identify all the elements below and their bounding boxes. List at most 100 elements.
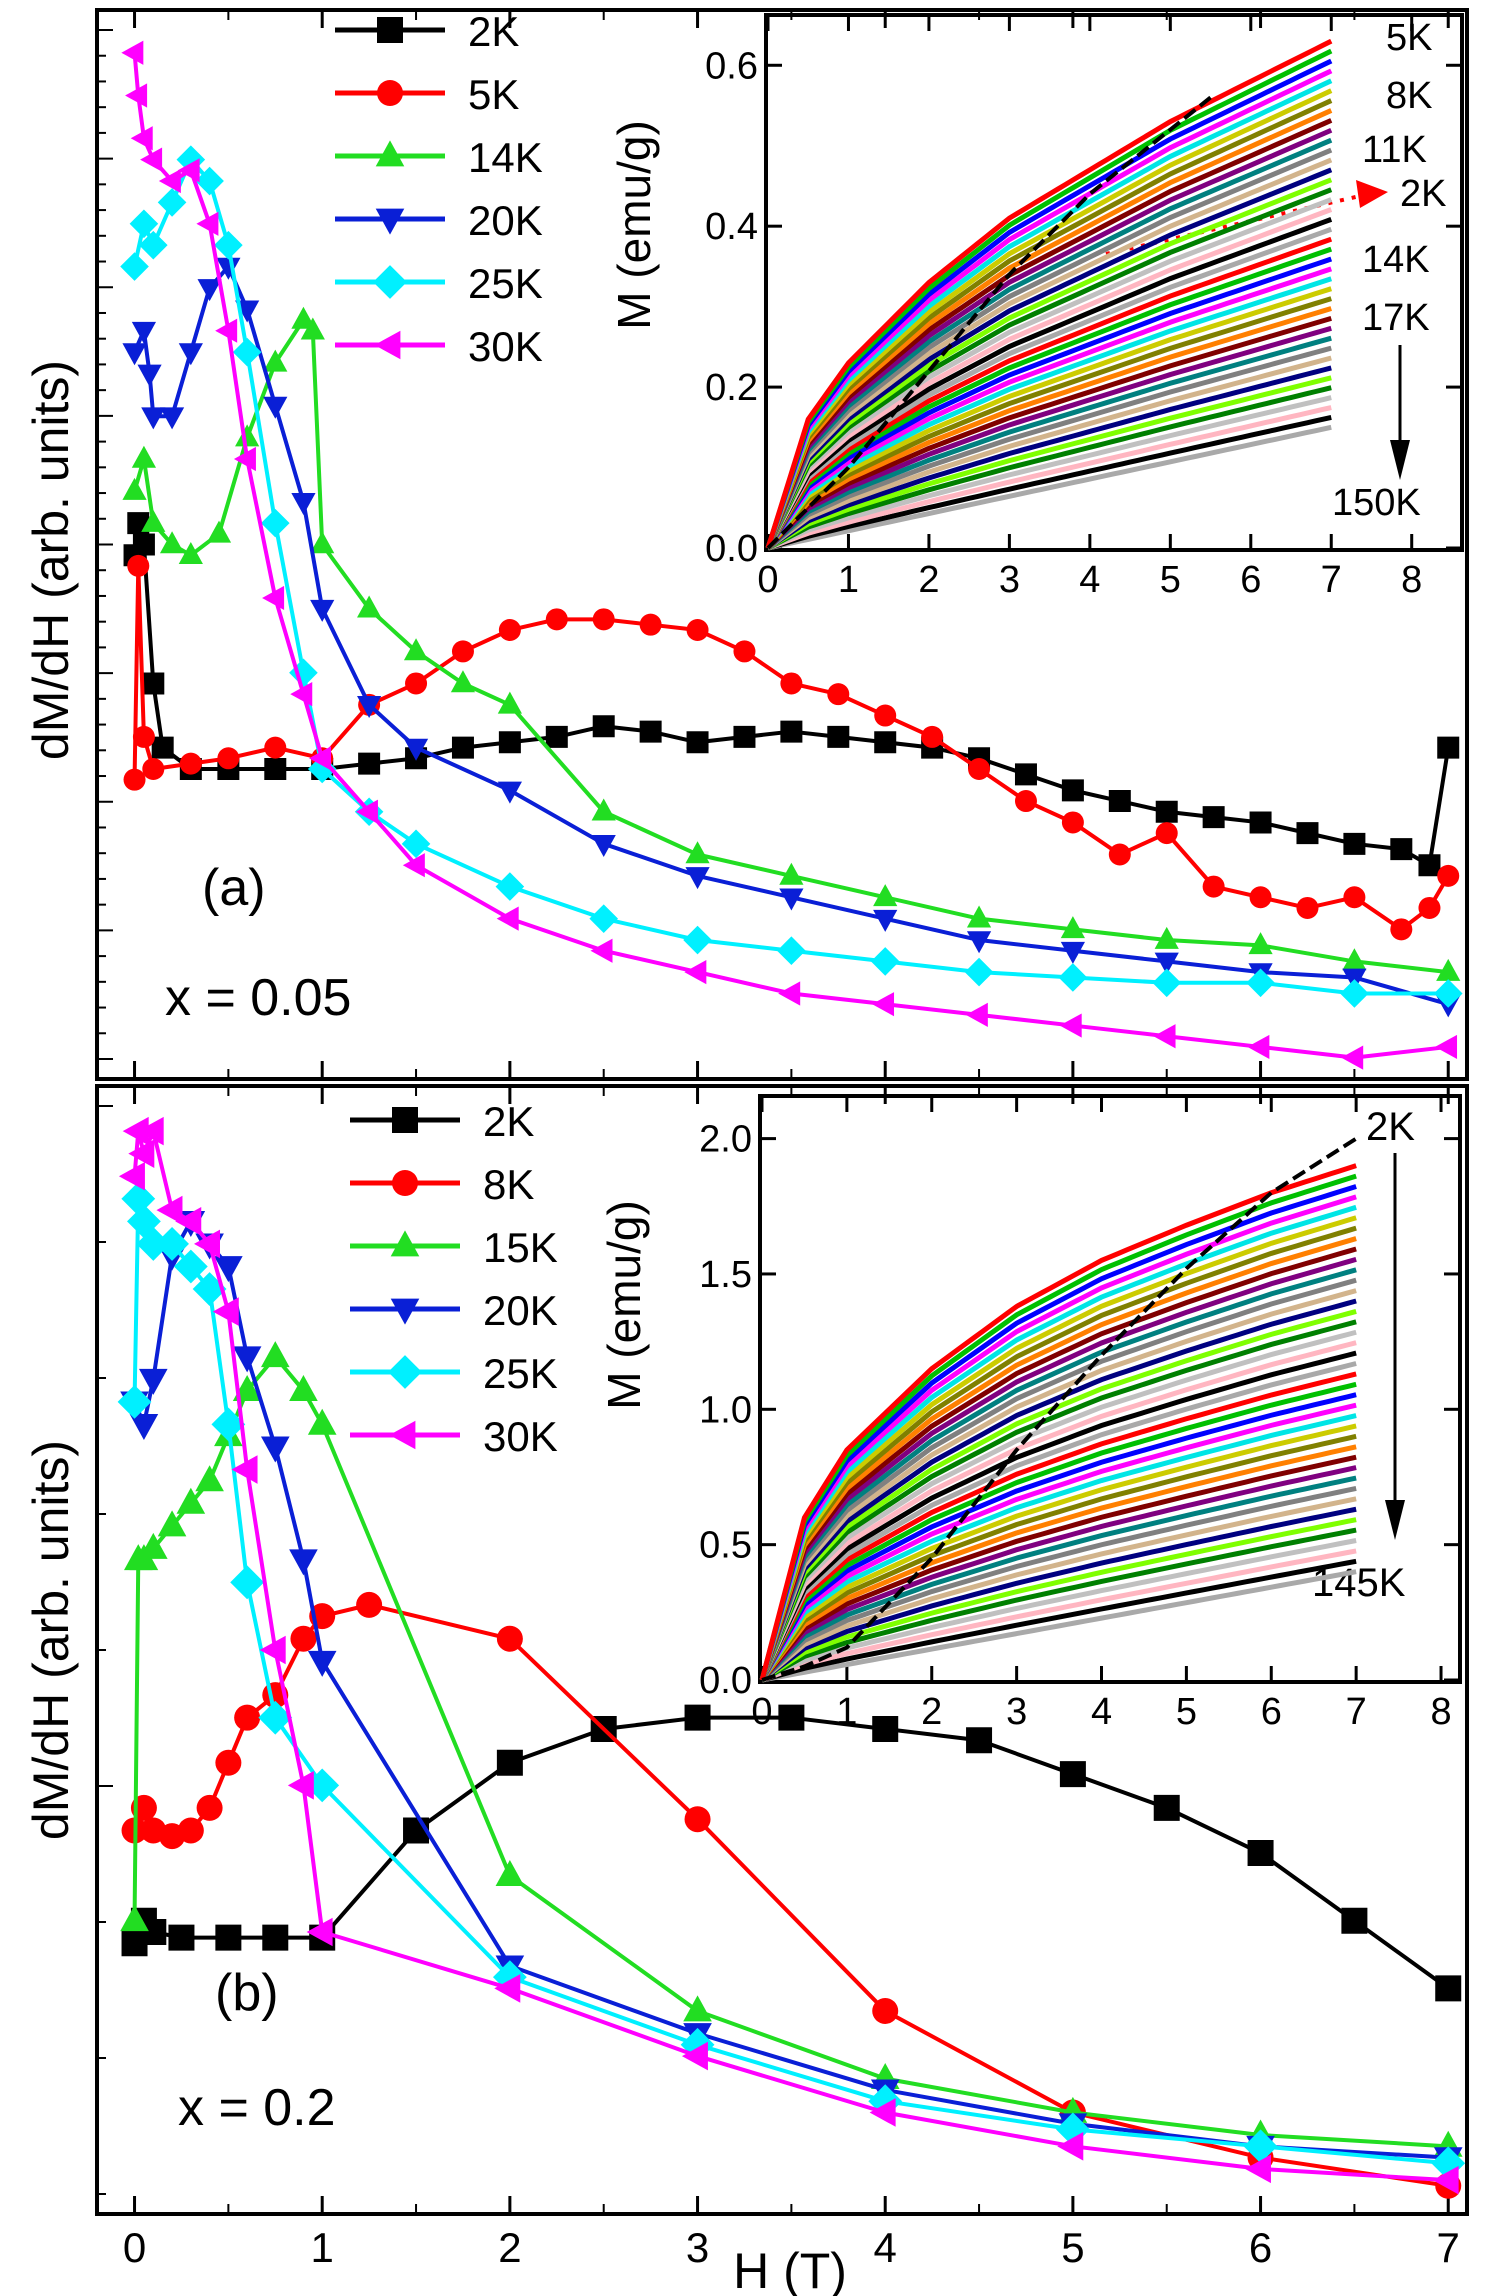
data-point [686,619,709,642]
legend-b-8k: 8K [350,1161,534,1208]
data-point [168,1924,195,1951]
legend-marker [388,1355,422,1389]
data-point [591,798,616,821]
legend-marker [374,330,401,360]
inset-curve [759,1361,1357,1682]
inset-curve [765,217,1333,550]
legend-b-15k: 15K [350,1224,558,1271]
data-point [118,1161,145,1191]
inset-x-tick-label: 7 [1321,559,1342,601]
data-point [142,757,165,780]
data-point [117,1384,152,1419]
legend-marker [390,1298,420,1325]
data-point [1437,864,1460,887]
x-tick-label: 7 [1437,2224,1460,2271]
panel-a-axes [97,10,1450,1079]
inset-curve [766,355,1332,550]
data-point [684,1704,711,1731]
data-point [1152,968,1182,998]
inset-curve-2k [761,1136,1358,1682]
legend-marker [392,1170,418,1196]
data-point [260,1436,290,1463]
data-point [873,909,898,932]
inset-curve [765,108,1333,549]
data-point [1153,1794,1180,1821]
data-point [1155,800,1178,823]
data-point [355,799,378,824]
x-tick-label: 6 [1249,2224,1272,2271]
data-point [683,1995,712,2022]
data-point [1014,763,1037,786]
data-point [498,731,521,754]
legend-a-20k: 20K [335,197,543,244]
inset-curve [765,147,1333,549]
data-point [151,736,174,759]
data-point [289,1549,318,1576]
data-point [1342,948,1367,971]
inset-y-tick-label: 0.4 [705,206,758,248]
data-point [872,1715,899,1742]
data-point [192,1272,227,1306]
inset-curve [759,1433,1357,1682]
series-a-20K [122,257,1461,1018]
inset-curve [766,296,1332,550]
data-point [264,736,287,759]
data-point [496,906,519,931]
data-point [1390,838,1413,861]
inset-curve [759,1256,1357,1681]
data-point [121,1181,156,1216]
inset-curve [765,276,1333,550]
data-point [966,905,992,928]
data-point [173,1249,208,1284]
data-point [263,349,288,372]
inset-curve [759,1381,1357,1682]
data-point [402,853,425,878]
legend-marker [377,17,403,43]
data-point [868,2084,903,2119]
data-point [122,477,147,500]
data-point [1343,832,1366,855]
data-point [1061,779,1084,802]
data-point [159,531,185,554]
data-point [496,1749,523,1776]
legend-b-20k: 20K [350,1287,558,1334]
data-point [1108,790,1131,813]
data-point [264,757,287,780]
data-point [141,509,166,532]
data-point [122,343,147,366]
inset-x-tick-label: 3 [999,559,1020,601]
data-point [1243,2129,1278,2164]
inset-curve [766,365,1332,551]
legend-b-30k: 30K [350,1413,558,1460]
inset-y-tick-label: 0.5 [699,1525,752,1567]
inset-curve [765,167,1333,550]
inset-curve [765,177,1333,550]
data-point [1058,963,1088,992]
data-point [968,757,991,780]
legend-a-2k: 2K [335,8,519,55]
data-point [1059,1761,1086,1788]
data-point [492,1960,527,1995]
data-point [1343,886,1366,909]
legend-a-30k: 30K [335,323,543,370]
series-a-5K [123,554,1460,941]
inset-x-tick-label: 8 [1401,559,1422,601]
data-point [779,862,804,885]
data-point [155,1227,189,1261]
data-point [137,364,162,387]
data-point [157,1510,187,1537]
series-line [132,521,1451,868]
inset-a-label-11k: 11K [1362,129,1427,171]
inset-curve [759,1194,1357,1681]
legend-marker [377,80,403,106]
data-point [262,1924,289,1951]
data-point [450,670,476,693]
data-point [874,704,897,727]
inset-curve [765,266,1333,550]
data-point [196,1794,223,1821]
inset-curve [759,1319,1357,1681]
data-point [132,725,155,748]
legend-marker [392,1107,418,1133]
data-point [592,715,615,738]
data-point [129,209,159,239]
